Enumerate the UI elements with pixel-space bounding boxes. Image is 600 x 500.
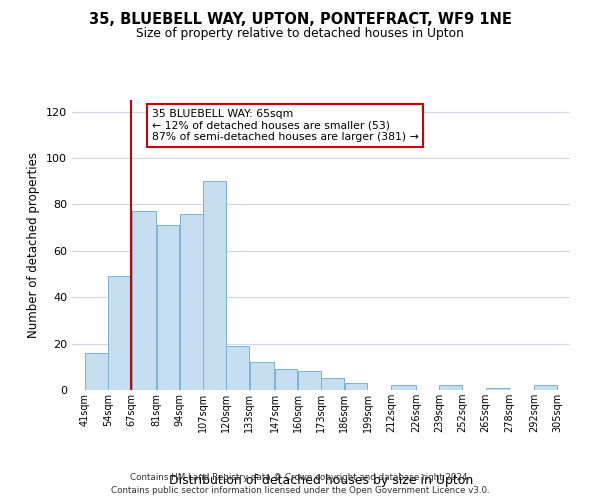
Text: 35 BLUEBELL WAY: 65sqm
← 12% of detached houses are smaller (53)
87% of semi-det: 35 BLUEBELL WAY: 65sqm ← 12% of detached… bbox=[152, 108, 418, 142]
Bar bbox=[298, 372, 321, 390]
X-axis label: Distribution of detached houses by size in Upton: Distribution of detached houses by size … bbox=[169, 474, 473, 487]
Bar bbox=[391, 386, 416, 390]
Bar bbox=[439, 386, 462, 390]
Bar bbox=[344, 383, 367, 390]
Bar bbox=[109, 276, 131, 390]
Text: Contains public sector information licensed under the Open Government Licence v3: Contains public sector information licen… bbox=[110, 486, 490, 495]
Bar bbox=[85, 353, 108, 390]
Bar bbox=[203, 181, 226, 390]
Text: Size of property relative to detached houses in Upton: Size of property relative to detached ho… bbox=[136, 28, 464, 40]
Bar bbox=[250, 362, 274, 390]
Bar bbox=[180, 214, 203, 390]
Bar bbox=[275, 369, 298, 390]
Bar bbox=[157, 226, 179, 390]
Bar bbox=[486, 388, 509, 390]
Y-axis label: Number of detached properties: Number of detached properties bbox=[28, 152, 40, 338]
Bar bbox=[226, 346, 249, 390]
Text: Contains HM Land Registry data © Crown copyright and database right 2024.: Contains HM Land Registry data © Crown c… bbox=[130, 472, 470, 482]
Bar bbox=[321, 378, 344, 390]
Bar bbox=[534, 386, 557, 390]
Text: 35, BLUEBELL WAY, UPTON, PONTEFRACT, WF9 1NE: 35, BLUEBELL WAY, UPTON, PONTEFRACT, WF9… bbox=[89, 12, 511, 28]
Bar bbox=[131, 212, 156, 390]
